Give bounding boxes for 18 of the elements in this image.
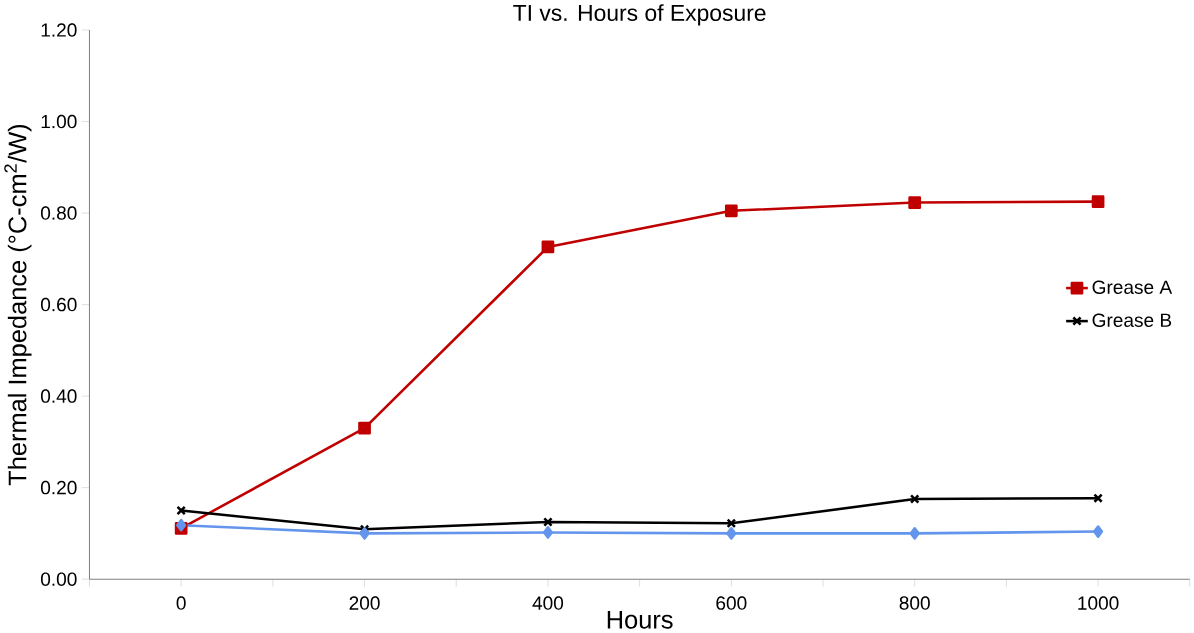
y-tick-label: 1.20 bbox=[41, 23, 77, 37]
y-tick-label: 0.20 bbox=[40, 480, 77, 495]
y-tick-label: 0.00 bbox=[40, 572, 77, 586]
legend-label: Grease B bbox=[1092, 313, 1172, 328]
y-axis-title: Thermal Impedance (°C-cm$^{2}$/W) bbox=[4, 124, 32, 486]
y-tick-label: 0.60 bbox=[40, 297, 77, 312]
x-tick-label: 800 bbox=[899, 596, 930, 610]
x-tick-label: 0 bbox=[176, 596, 186, 610]
x-tick-label: 400 bbox=[532, 596, 564, 610]
x-tick-label: 1000 bbox=[1078, 596, 1119, 610]
x-tick-label: 200 bbox=[349, 596, 380, 610]
y-tick-label: 0.40 bbox=[40, 389, 77, 403]
y-tick-label: 1.00 bbox=[41, 114, 77, 129]
chart-title: TI vs. Hours of Exposure bbox=[513, 4, 766, 26]
y-tick-label: 0.80 bbox=[40, 206, 77, 220]
legend-label: Grease A bbox=[1092, 280, 1173, 294]
x-axis-title: Hours bbox=[607, 610, 673, 629]
x-tick-label: 600 bbox=[716, 596, 747, 610]
